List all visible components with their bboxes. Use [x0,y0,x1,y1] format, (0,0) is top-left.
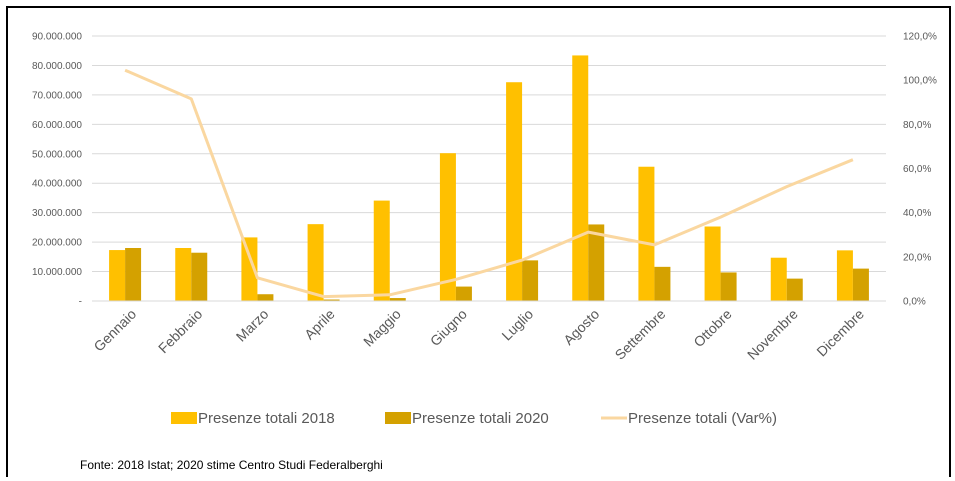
category-label-dicembre: Dicembre [813,306,867,360]
bar-2020-giugno [455,286,472,301]
bar-2018-novembre [770,257,787,301]
var-line-series [124,68,854,299]
left-tick-label: 30.000.000 [32,208,82,219]
category-label-febbraio: Febbraio [155,306,206,357]
category-label-maggio: Maggio [360,306,404,350]
legend-item-var: Presenze totali (Var%) [601,410,777,427]
category-label-aprile: Aprile [301,306,338,343]
right-tick-label: 40,0% [903,208,931,219]
left-tick-label: 20.000.000 [32,238,82,249]
left-tick-label: 80.000.000 [32,61,82,72]
category-label-agosto: Agosto [560,306,602,348]
bar-2018-febbraio [175,248,192,301]
bar-2020-novembre [786,278,803,301]
right-tick-label: 20,0% [903,252,931,263]
bar-2020-ottobre [720,272,737,301]
category-label-marzo: Marzo [233,306,272,345]
category-label-ottobre: Ottobre [690,306,734,350]
legend-label: Presenze totali 2018 [198,410,335,427]
bar-2018-maggio [373,200,390,301]
legend-label: Presenze totali 2020 [412,410,549,427]
right-tick-label: 80,0% [903,120,931,131]
left-tick-label: 70.000.000 [32,90,82,101]
bar-2018-ottobre [704,226,721,301]
bar-2020-maggio [389,298,406,301]
gridlines [92,35,886,273]
bar-2020-gennaio [125,248,142,301]
bar-2020-febbraio [191,252,208,301]
legend: Presenze totali 2018 Presenze totali 2020… [171,410,777,427]
bar-2018-gennaio [109,250,126,301]
legend-swatch [385,412,411,424]
right-axis-ticks: 0,0% 20,0% 40,0% 60,0% 80,0% 100,0% 120,0% [903,32,937,308]
source-note: Fonte: 2018 Istat; 2020 stime Centro Stu… [80,458,383,472]
right-tick-label: 0,0% [903,297,926,308]
left-tick-label: 50.000.000 [32,149,82,160]
chart-frame [6,6,951,477]
bar-2020-aprile [323,299,340,301]
left-tick-label: 90.000.000 [32,32,82,43]
bar-2020-settembre [654,266,671,301]
category-labels: Gennaio Febbraio Marzo Aprile Maggio Giugno Lu… [90,306,867,363]
bar-2020-marzo [257,294,274,301]
bar-2018-marzo [241,237,258,301]
left-axis-ticks: - 10.000.000 20.000.000 30.000.000 40.000.00… [32,32,82,308]
bar-2018-dicembre [836,250,853,301]
left-tick-label: 60.000.000 [32,120,82,131]
bar-2018-agosto [572,55,589,301]
bar-2018-aprile [307,224,324,301]
left-tick-label: 40.000.000 [32,179,82,190]
bar-2020-dicembre [852,268,869,301]
left-tick-label: - [79,297,82,308]
bars [109,55,869,301]
right-tick-label: 60,0% [903,164,931,175]
category-label-gennaio: Gennaio [90,306,139,355]
legend-swatch [171,412,197,424]
right-tick-label: 120,0% [903,32,937,43]
category-label-novembre: Novembre [744,306,801,363]
category-label-luglio: Luglio [498,306,536,344]
legend-item-2020: Presenze totali 2020 [385,410,549,427]
bar-2018-settembre [638,166,655,301]
category-label-settembre: Settembre [612,306,669,363]
right-tick-label: 100,0% [903,76,937,87]
legend-item-2018: Presenze totali 2018 [171,410,335,427]
bar-2018-luglio [506,82,523,301]
category-label-giugno: Giugno [427,306,470,349]
bar-2020-agosto [588,224,605,301]
bar-2018-giugno [439,153,456,301]
bar-2020-luglio [522,260,539,301]
legend-label: Presenze totali (Var%) [628,410,777,427]
left-tick-label: 10.000.000 [32,267,82,278]
